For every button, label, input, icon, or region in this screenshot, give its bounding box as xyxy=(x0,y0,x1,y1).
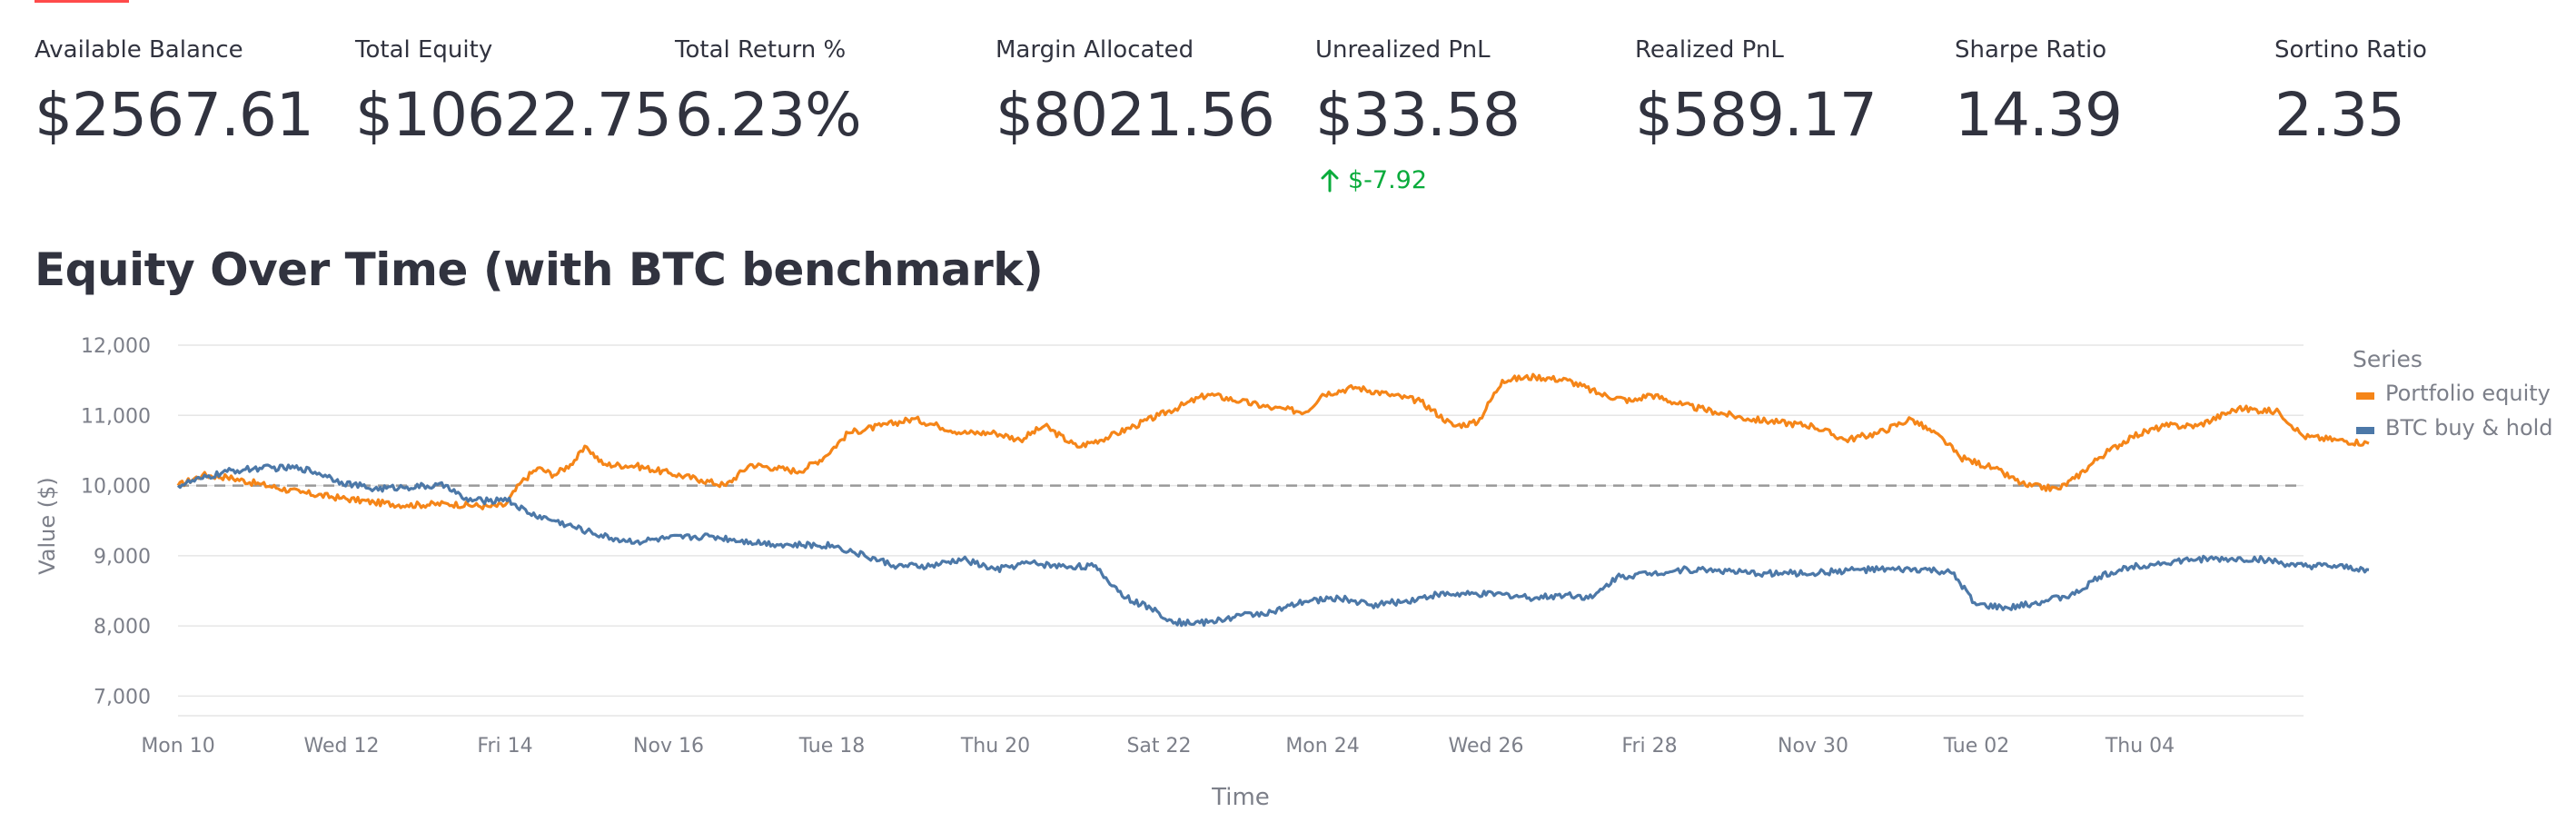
legend-title: Series xyxy=(2353,346,2422,372)
x-tick-label: Wed 12 xyxy=(304,735,380,758)
metric-label: Total Equity xyxy=(355,36,493,64)
metric-sharpe-ratio: Sharpe Ratio 14.39 xyxy=(1955,35,2264,207)
section-title: Equity Over Time (with BTC benchmark) xyxy=(35,243,1044,296)
x-tick-label: Thu 04 xyxy=(2105,735,2175,758)
y-tick-label: 9,000 xyxy=(94,546,151,569)
btc-buy-hold-line[interactable] xyxy=(176,463,2370,628)
metric-value: 14.39 xyxy=(1955,80,2123,150)
x-tick-label: Wed 26 xyxy=(1449,735,1524,758)
y-tick-label: 8,000 xyxy=(94,616,151,639)
metric-margin-allocated: Margin Allocated $8021.56 xyxy=(996,35,1304,207)
legend-item-btc[interactable]: BTC buy & hold xyxy=(2356,415,2553,441)
metric-value: $589.17 xyxy=(1635,80,1878,150)
legend-label: BTC buy & hold xyxy=(2385,415,2553,441)
equity-chart[interactable]: 7,000 8,000 9,000 10,000 11,000 12,000 Value (… xyxy=(0,327,2576,832)
metric-value: $8021.56 xyxy=(996,80,1275,150)
metric-unrealized-pnl: Unrealized PnL $33.58 $-7.92 xyxy=(1315,35,1624,207)
x-tick-label: Tue 02 xyxy=(1943,735,2010,758)
metric-value: 6.23% xyxy=(675,80,862,150)
metric-value: 2.35 xyxy=(2274,80,2405,150)
x-tick-label: Nov 16 xyxy=(633,735,704,758)
metric-value: $33.58 xyxy=(1315,80,1521,150)
y-axis: 7,000 8,000 9,000 10,000 11,000 12,000 Value (… xyxy=(35,335,151,708)
metric-delta-value: $-7.92 xyxy=(1348,165,1428,194)
x-tick-label: Fri 14 xyxy=(477,735,532,758)
metric-label: Sharpe Ratio xyxy=(1955,36,2107,64)
x-tick-label: Sat 22 xyxy=(1126,735,1191,758)
x-axis: Mon 10 Wed 12 Fri 14 Nov 16 Tue 18 Thu 20 Sat … xyxy=(141,735,2175,811)
metric-label: Total Return % xyxy=(675,36,847,64)
x-tick-label: Thu 20 xyxy=(960,735,1030,758)
top-accent-bar xyxy=(35,0,129,3)
legend[interactable]: Series Portfolio equity BTC buy & hold xyxy=(2353,346,2553,441)
arrow-up-icon xyxy=(1319,167,1341,193)
x-tick-label: Fri 28 xyxy=(1621,735,1677,758)
x-tick-label: Nov 30 xyxy=(1778,735,1848,758)
metric-value: $10622.75 xyxy=(355,80,672,150)
y-tick-label: 10,000 xyxy=(81,476,151,499)
y-tick-label: 12,000 xyxy=(81,335,151,358)
metric-label: Sortino Ratio xyxy=(2274,36,2427,64)
legend-label: Portfolio equity xyxy=(2385,381,2551,406)
series-layer[interactable] xyxy=(176,372,2370,628)
metric-label: Realized PnL xyxy=(1635,36,1784,64)
legend-swatch xyxy=(2356,427,2374,434)
metric-label: Margin Allocated xyxy=(996,36,1194,64)
metric-label: Unrealized PnL xyxy=(1315,36,1491,64)
x-tick-label: Mon 24 xyxy=(1285,735,1359,758)
y-tick-label: 11,000 xyxy=(81,405,151,428)
equity-chart-svg[interactable]: 7,000 8,000 9,000 10,000 11,000 12,000 Value (… xyxy=(0,327,2576,832)
metric-label: Available Balance xyxy=(35,36,243,64)
y-tick-label: 7,000 xyxy=(94,686,151,708)
metric-total-equity: Total Equity $10622.75 xyxy=(355,35,672,207)
metric-total-return: Total Return % 6.23% xyxy=(675,35,984,207)
metric-value: $2567.61 xyxy=(35,80,314,150)
legend-swatch xyxy=(2356,392,2374,400)
legend-item-portfolio[interactable]: Portfolio equity xyxy=(2356,381,2551,406)
x-tick-label: Mon 10 xyxy=(141,735,214,758)
metric-realized-pnl: Realized PnL $589.17 xyxy=(1635,35,1944,207)
metric-sortino-ratio: Sortino Ratio 2.35 xyxy=(2274,35,2576,207)
y-axis-title: Value ($) xyxy=(35,477,60,575)
portfolio-equity-line[interactable] xyxy=(176,372,2370,510)
x-tick-label: Tue 18 xyxy=(798,735,866,758)
x-axis-title: Time xyxy=(1211,784,1270,811)
metric-delta: $-7.92 xyxy=(1319,163,1427,196)
metric-available-balance: Available Balance $2567.61 xyxy=(35,35,343,207)
